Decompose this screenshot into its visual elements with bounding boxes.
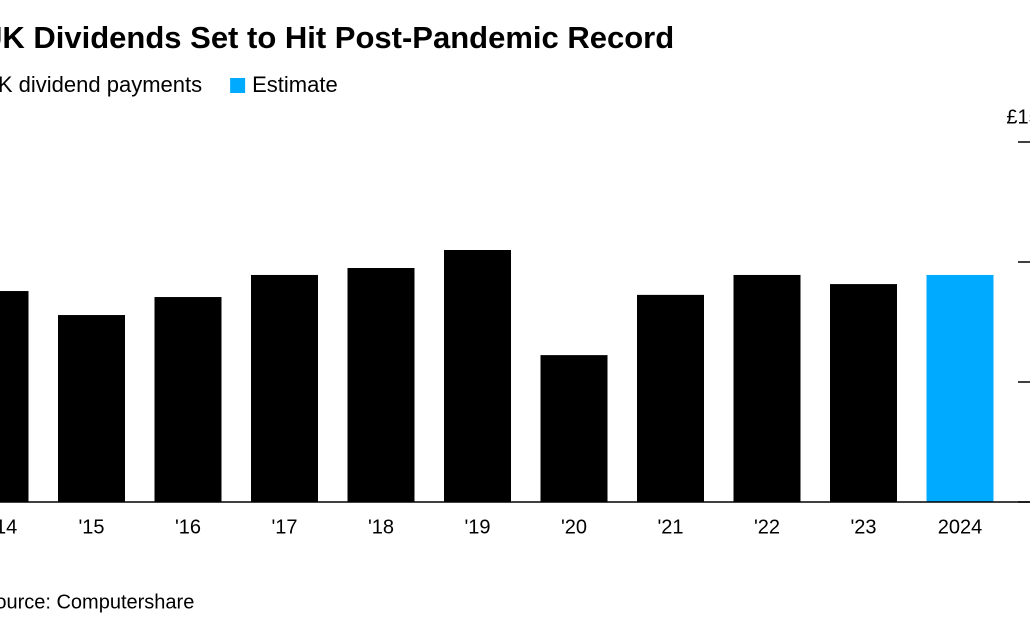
bar — [540, 355, 608, 502]
legend-swatch — [230, 78, 246, 93]
bar — [347, 268, 415, 502]
x-tick-label: '16 — [175, 516, 201, 538]
chart-title: UK Dividends Set to Hit Post-Pandemic Re… — [0, 20, 674, 55]
bar — [58, 315, 125, 502]
x-tick-label: '22 — [754, 516, 780, 538]
x-tick-label: 2024 — [938, 516, 983, 538]
x-tick-label: 2014 — [0, 516, 17, 538]
bar — [926, 274, 994, 502]
x-tick-label: '18 — [368, 516, 394, 538]
x-tick-label: '15 — [78, 516, 104, 538]
x-tick-label: '20 — [561, 516, 587, 538]
x-tick-label: '17 — [271, 516, 297, 538]
x-tick-label: '23 — [850, 516, 876, 538]
bar — [0, 291, 29, 502]
bar — [637, 294, 704, 502]
bar — [733, 274, 801, 502]
y-tick-label: 100 — [1029, 226, 1030, 248]
legend-label: UK dividend payments — [0, 72, 202, 97]
legend-label: Estimate — [252, 72, 338, 97]
bar — [444, 250, 511, 502]
source: Source: Computershare — [0, 591, 194, 613]
bar — [251, 274, 318, 502]
bar — [830, 284, 897, 502]
x-tick-label: '21 — [657, 516, 683, 538]
bar — [154, 297, 222, 502]
x-tick-label: '19 — [464, 516, 490, 538]
y-tick-label: £150b — [1006, 106, 1030, 128]
